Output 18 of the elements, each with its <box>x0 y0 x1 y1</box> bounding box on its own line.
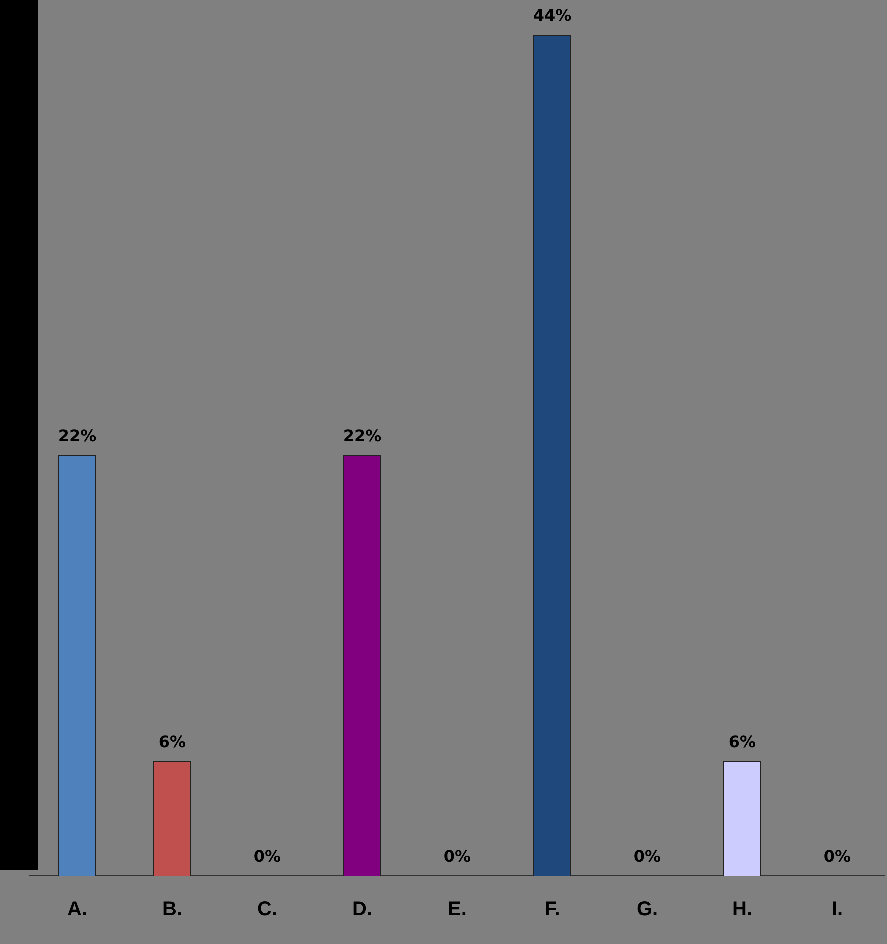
x-tick-label: F. <box>544 898 560 921</box>
data-label: 44% <box>533 6 572 26</box>
x-tick-label: E. <box>448 898 467 921</box>
data-label: 22% <box>343 426 382 446</box>
x-tick-label: H. <box>732 898 752 921</box>
data-label: 0% <box>444 847 472 866</box>
x-tick-label: G. <box>636 898 658 921</box>
data-label: 0% <box>634 847 662 866</box>
x-tick-label: D. <box>352 898 372 921</box>
data-label: 6% <box>728 732 756 752</box>
data-label: 22% <box>58 426 97 446</box>
data-label: 6% <box>158 732 186 752</box>
x-tick-label: B. <box>162 898 182 921</box>
x-tick-label: A. <box>68 898 88 921</box>
x-tick-label: C. <box>258 898 278 921</box>
data-label: 0% <box>254 847 282 866</box>
data-label: 0% <box>824 847 852 866</box>
x-tick-label: I. <box>832 898 844 921</box>
